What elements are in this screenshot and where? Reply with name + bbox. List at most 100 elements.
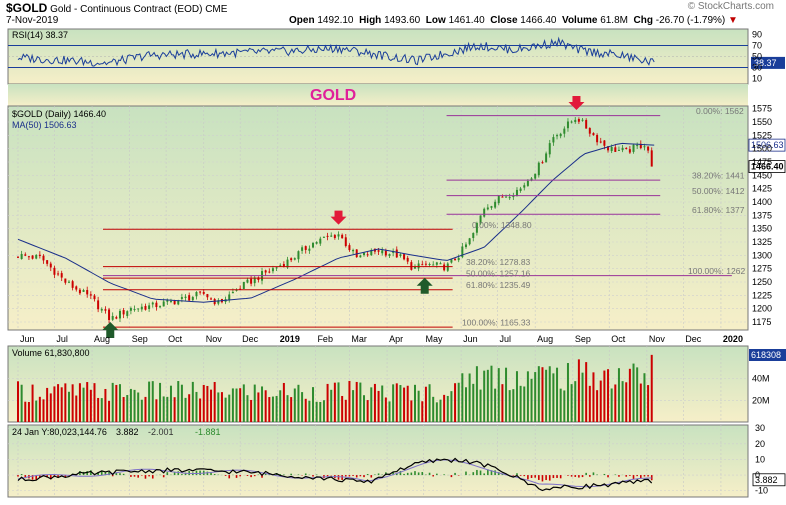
macd-histogram-bar: [39, 475, 41, 478]
price-y-tick: 1525: [752, 130, 772, 140]
volume-bar: [486, 369, 489, 422]
volume-bar: [202, 384, 205, 422]
volume-bar: [621, 381, 624, 422]
volume-bar: [373, 383, 376, 422]
volume-bar: [490, 365, 493, 422]
price-candle: [359, 255, 362, 258]
price-candle: [632, 144, 635, 152]
volume-bar: [315, 401, 318, 422]
price-candle: [191, 297, 194, 301]
low-value: 1461.40: [448, 15, 485, 26]
volume-bar: [326, 383, 329, 422]
price-y-tick: 1550: [752, 117, 772, 127]
volume-bar: [20, 384, 23, 422]
macd-histogram-bar: [581, 475, 584, 478]
price-candle: [443, 264, 446, 271]
price-candle: [617, 149, 620, 151]
volume-bar: [308, 400, 311, 422]
macd-histogram-bar: [592, 472, 595, 476]
volume-bar: [162, 396, 165, 422]
volume-bar: [180, 384, 183, 422]
price-candle: [639, 143, 642, 149]
price-candle: [599, 141, 602, 143]
macd-histogram-bar: [49, 475, 52, 480]
rsi-line: [17, 36, 655, 67]
volume-bar: [464, 387, 467, 422]
price-candle: [239, 288, 242, 290]
price-candle: [530, 178, 533, 181]
price-candle: [501, 196, 504, 198]
price-candle: [17, 256, 19, 258]
macd-histogram-bar: [151, 475, 154, 479]
volume-bar: [57, 384, 60, 422]
price-candle: [78, 289, 81, 294]
macd-histogram-bar: [235, 475, 238, 478]
x-tick-label: 2020: [723, 334, 743, 344]
volume-bar: [370, 387, 373, 422]
price-y-tick: 1500: [752, 144, 772, 154]
price-y-tick: 1450: [752, 170, 772, 180]
volume-bar: [446, 395, 449, 422]
volume-bar: [118, 384, 121, 422]
price-candle: [210, 298, 213, 300]
volume-bar: [184, 397, 187, 422]
macd-panel: [7, 424, 749, 498]
price-candle: [301, 247, 304, 251]
macd-histogram-bar: [206, 471, 209, 476]
volume-bar: [42, 399, 45, 422]
macd-histogram-bar: [629, 475, 631, 476]
volume-bar: [556, 367, 559, 422]
volume-bar: [97, 397, 100, 422]
macd-signal-line: [17, 459, 652, 488]
price-candle: [588, 128, 591, 134]
price-candle: [140, 306, 143, 310]
fib-level-label: 0.00%: 1562: [696, 106, 744, 116]
macd-histogram-bar: [632, 475, 635, 480]
volume-bar: [166, 396, 169, 422]
volume-bar: [60, 387, 63, 422]
macd-histogram-bar: [497, 472, 500, 476]
macd-histogram-bar: [643, 475, 646, 477]
x-tick-label: Sep: [132, 334, 148, 344]
macd-fast-line: [17, 457, 653, 492]
volume-bar: [89, 389, 92, 422]
price-candle: [548, 143, 551, 155]
price-candle: [399, 254, 402, 256]
macd-histogram-bar: [428, 472, 431, 476]
volume-bar: [242, 384, 245, 422]
volume-bar: [169, 385, 172, 422]
price-candle: [428, 263, 431, 265]
price-candle: [38, 254, 41, 256]
volume-bar: [93, 383, 96, 422]
macd-histogram-bar: [487, 469, 489, 476]
volume-bar: [173, 397, 176, 422]
volume-bar: [312, 387, 315, 422]
macd-histogram-bar: [377, 473, 380, 476]
price-candle: [122, 310, 125, 315]
x-tick-label: Dec: [242, 334, 259, 344]
volume-bar: [592, 372, 595, 422]
macd-histogram-bar: [366, 473, 369, 476]
price-candle: [508, 197, 511, 199]
macd-last-badge: [752, 473, 786, 487]
volume-bar: [301, 392, 304, 422]
price-candle: [457, 257, 460, 261]
macd-histogram-bar: [130, 475, 132, 477]
volume-bar: [534, 372, 537, 422]
macd-histogram-bar: [567, 475, 569, 476]
macd-histogram-bar: [250, 475, 252, 478]
volume-bar: [406, 385, 409, 422]
macd-histogram-bar: [534, 475, 536, 478]
ma-legend: MA(50) 1506.63: [12, 120, 77, 130]
price-candle: [118, 310, 121, 319]
price-candle: [268, 271, 271, 273]
price-panel: [7, 105, 749, 331]
macd-histogram-bar: [370, 475, 373, 478]
price-candle: [421, 264, 424, 266]
volume-bar: [515, 371, 518, 422]
volume-bar: [159, 382, 162, 422]
volume-bar: [246, 395, 249, 422]
volume-bar: [322, 400, 325, 422]
volume-bar: [337, 382, 340, 422]
volume-bar: [359, 382, 362, 422]
